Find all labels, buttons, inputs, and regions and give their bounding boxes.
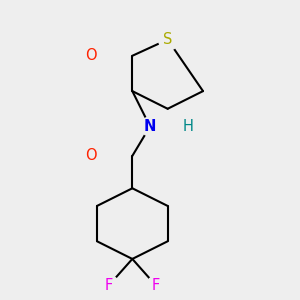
Text: O: O — [85, 148, 97, 164]
Text: F: F — [105, 278, 113, 293]
Text: N: N — [144, 119, 156, 134]
Text: O: O — [85, 48, 97, 63]
Text: S: S — [163, 32, 172, 47]
Text: F: F — [152, 278, 160, 293]
Text: H: H — [183, 119, 194, 134]
